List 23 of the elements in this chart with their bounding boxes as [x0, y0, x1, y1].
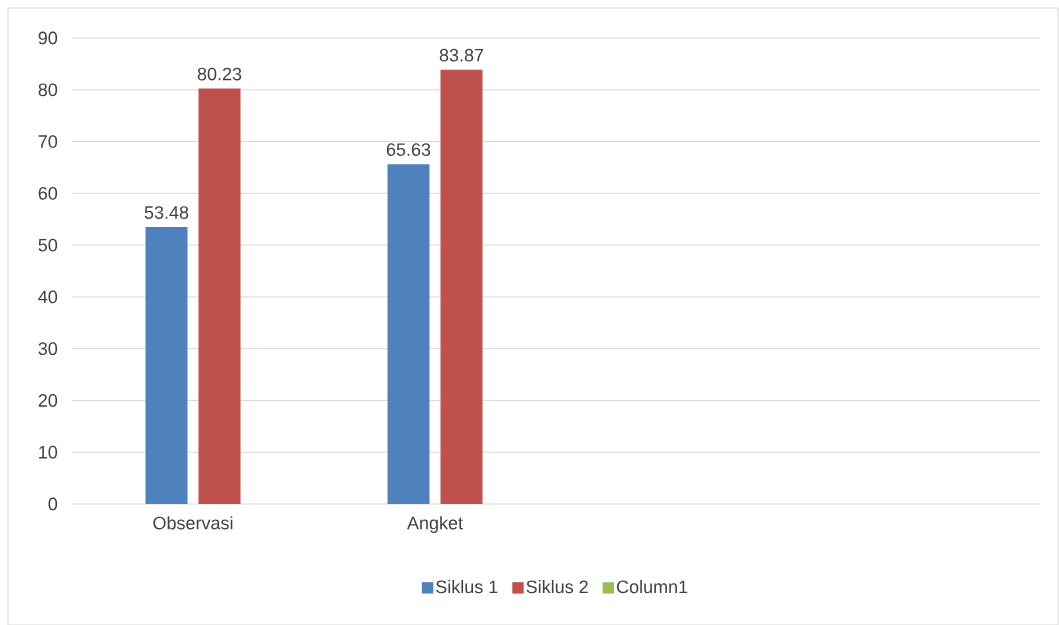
- y-tick-label: 20: [38, 393, 58, 407]
- legend-label: Siklus 1: [436, 579, 498, 593]
- data-label: 53.48: [144, 205, 189, 219]
- y-tick-label: 80: [38, 83, 58, 96]
- y-tick-label: 40: [38, 290, 58, 304]
- y-tick-label: 90: [38, 31, 58, 45]
- y-tick-label: 50: [38, 238, 58, 252]
- y-tick-label: 70: [38, 134, 58, 148]
- y-tick-label: 60: [38, 186, 58, 200]
- legend-label: Column1: [616, 579, 688, 593]
- bar: [440, 69, 483, 504]
- x-tick-label: Observasi: [153, 515, 233, 530]
- data-label: 80.23: [197, 67, 242, 81]
- x-tick-label: Angket: [407, 515, 463, 533]
- y-tick-label: 10: [39, 445, 58, 459]
- bar: [145, 226, 188, 504]
- bar: [198, 88, 241, 504]
- y-tick-label: 0: [48, 497, 58, 511]
- bar: [387, 163, 430, 504]
- data-label: 65.63: [386, 142, 431, 156]
- data-label: 83.87: [439, 48, 484, 62]
- y-tick-label: 30: [38, 342, 58, 355]
- legend-label: Siklus 2: [526, 579, 588, 593]
